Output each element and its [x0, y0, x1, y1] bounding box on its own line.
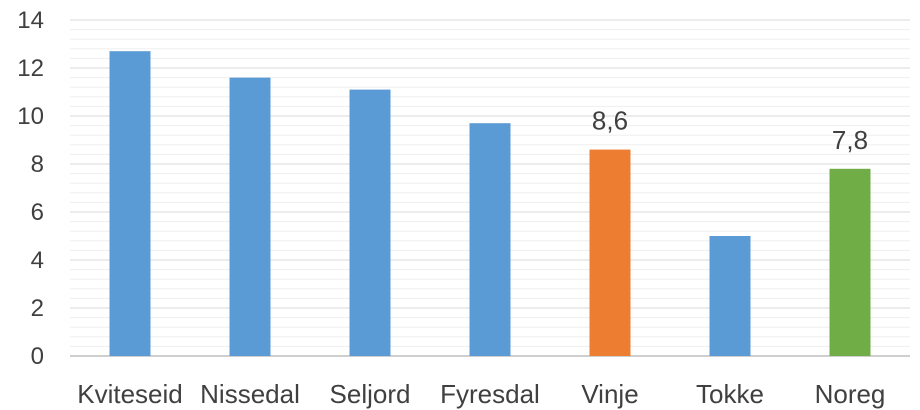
category-label: Tokke — [696, 379, 764, 409]
bar-noreg — [829, 168, 871, 356]
y-tick-label: 8 — [31, 151, 44, 178]
y-tick-label: 4 — [31, 247, 44, 274]
category-label: Fyresdal — [440, 379, 540, 409]
bar-nissedal — [229, 77, 271, 356]
y-tick-label: 0 — [31, 343, 44, 370]
data-label: 8,6 — [592, 106, 628, 136]
data-labels: 8,6 7,8 — [592, 106, 868, 155]
bar-tokke — [709, 236, 751, 356]
bar-vinje — [589, 149, 631, 356]
bar-seljord — [349, 89, 391, 356]
y-tick-label: 14 — [17, 7, 44, 34]
data-label: 7,8 — [832, 125, 868, 155]
category-label: Noreg — [815, 379, 886, 409]
y-tick-label: 2 — [31, 295, 44, 322]
category-label: Kviteseid — [77, 379, 183, 409]
bars — [109, 51, 871, 356]
y-tick-label: 6 — [31, 199, 44, 226]
bar-fyresdal — [469, 123, 511, 356]
x-axis-category-labels: Kviteseid Nissedal Seljord Fyresdal Vinje Tok… — [77, 379, 885, 409]
category-label: Nissedal — [200, 379, 300, 409]
y-tick-label: 10 — [17, 103, 44, 130]
bar-kviteseid — [109, 51, 151, 356]
y-tick-label: 12 — [17, 55, 44, 82]
category-label: Vinje — [581, 379, 638, 409]
category-label: Seljord — [330, 379, 411, 409]
y-axis-tick-labels: 0 2 4 6 8 10 12 14 — [17, 7, 44, 370]
